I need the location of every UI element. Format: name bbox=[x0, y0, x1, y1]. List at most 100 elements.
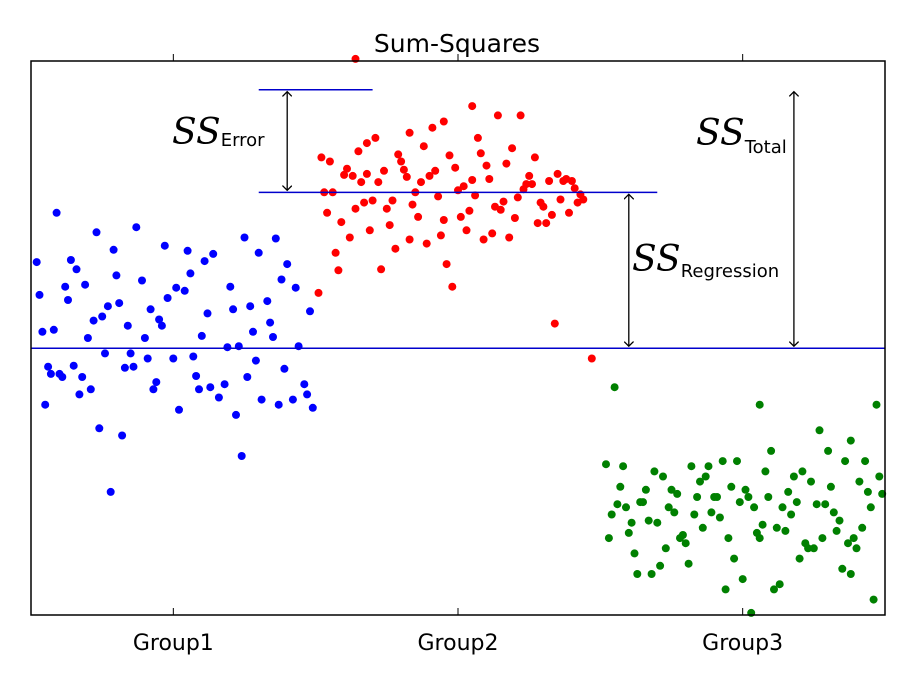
group3-point bbox=[690, 510, 699, 519]
group3-point bbox=[755, 400, 764, 409]
group1-point bbox=[32, 258, 41, 267]
group3-point bbox=[604, 534, 613, 543]
group1-point bbox=[66, 256, 75, 264]
group3-point bbox=[781, 526, 790, 535]
group3-point bbox=[607, 510, 616, 519]
group1-point bbox=[52, 208, 61, 217]
group3-point bbox=[696, 477, 704, 486]
group3-point bbox=[795, 554, 804, 563]
group3-point bbox=[861, 457, 870, 466]
group2-point bbox=[368, 196, 377, 205]
group3-point bbox=[770, 585, 778, 594]
ss-error-label: SSError bbox=[172, 112, 265, 153]
group3-point bbox=[838, 564, 847, 573]
group2-point bbox=[456, 212, 465, 221]
group1-point bbox=[83, 334, 92, 342]
scatter-points bbox=[32, 54, 887, 617]
group2-point bbox=[468, 176, 477, 184]
group2-point bbox=[428, 123, 437, 132]
group3-point bbox=[673, 489, 682, 498]
group1-point bbox=[61, 282, 70, 291]
group2-point bbox=[391, 244, 400, 253]
group3-point bbox=[750, 503, 759, 512]
group2-point bbox=[579, 195, 588, 204]
group3-point bbox=[741, 485, 750, 494]
group2-point bbox=[385, 221, 394, 230]
group3-point bbox=[698, 523, 707, 532]
group1-point bbox=[223, 343, 232, 352]
group1-point bbox=[237, 452, 246, 460]
x-tick-label: Group3 bbox=[702, 631, 783, 656]
group3-point bbox=[727, 482, 736, 491]
group1-point bbox=[277, 275, 286, 284]
group2-point bbox=[525, 171, 534, 180]
group2-point bbox=[508, 144, 517, 153]
group2-point bbox=[371, 133, 380, 142]
group3-point bbox=[667, 485, 676, 494]
group3-point bbox=[855, 477, 864, 486]
group2-point bbox=[345, 233, 354, 242]
group3-point bbox=[767, 446, 776, 455]
group1-point bbox=[120, 363, 129, 372]
group1-point bbox=[138, 276, 146, 285]
group3-point bbox=[616, 482, 625, 491]
group1-point bbox=[306, 307, 314, 316]
group2-point bbox=[493, 111, 502, 120]
group2-point bbox=[399, 165, 408, 174]
group2-point bbox=[337, 218, 346, 227]
group2-point bbox=[377, 265, 386, 274]
group2-point bbox=[468, 102, 477, 111]
group3-point bbox=[684, 559, 693, 568]
group3-point bbox=[784, 487, 793, 496]
group1-point bbox=[72, 265, 81, 274]
group2-point bbox=[547, 210, 556, 219]
group3-point bbox=[647, 570, 656, 578]
group2-point bbox=[502, 159, 511, 168]
group3-point bbox=[744, 493, 753, 501]
group3-point bbox=[656, 561, 665, 570]
group2-point bbox=[488, 229, 497, 238]
group2-point bbox=[471, 191, 480, 200]
group1-point bbox=[254, 248, 263, 257]
group1-point bbox=[243, 373, 252, 381]
group3-point bbox=[715, 513, 724, 522]
group2-point bbox=[388, 196, 397, 205]
group2-point bbox=[451, 163, 460, 172]
group3-point bbox=[735, 498, 744, 507]
group3-point bbox=[778, 503, 787, 512]
group1-point bbox=[49, 325, 58, 334]
group1-point bbox=[232, 410, 240, 419]
group1-point bbox=[155, 315, 164, 324]
group3-point bbox=[804, 544, 813, 553]
group1-point bbox=[92, 228, 101, 237]
group1-point bbox=[69, 361, 78, 370]
group1-point bbox=[283, 260, 292, 269]
group2-point bbox=[445, 151, 454, 160]
group3-point bbox=[752, 528, 761, 537]
group3-point bbox=[826, 482, 835, 491]
group1-point bbox=[41, 400, 50, 409]
group2-point bbox=[570, 184, 579, 193]
group3-point bbox=[707, 508, 716, 517]
group3-point bbox=[869, 595, 878, 604]
group1-point bbox=[157, 321, 166, 330]
group3-point bbox=[875, 472, 884, 481]
group1-point bbox=[266, 318, 275, 327]
group2-point bbox=[510, 214, 519, 222]
group1-point bbox=[103, 302, 112, 311]
group3-point bbox=[863, 487, 872, 496]
group2-point bbox=[442, 260, 451, 269]
group1-point bbox=[214, 393, 223, 402]
group2-point bbox=[317, 153, 326, 162]
group1-point bbox=[269, 333, 277, 341]
group1-point bbox=[226, 282, 235, 291]
group2-point bbox=[314, 288, 323, 297]
group2-point bbox=[414, 212, 423, 221]
group3-point bbox=[659, 472, 667, 481]
group3-point bbox=[704, 462, 713, 471]
group2-point bbox=[550, 319, 559, 328]
group2-point bbox=[482, 161, 491, 170]
group3-point bbox=[664, 503, 673, 512]
group1-point bbox=[106, 487, 115, 496]
group2-point bbox=[439, 216, 448, 224]
